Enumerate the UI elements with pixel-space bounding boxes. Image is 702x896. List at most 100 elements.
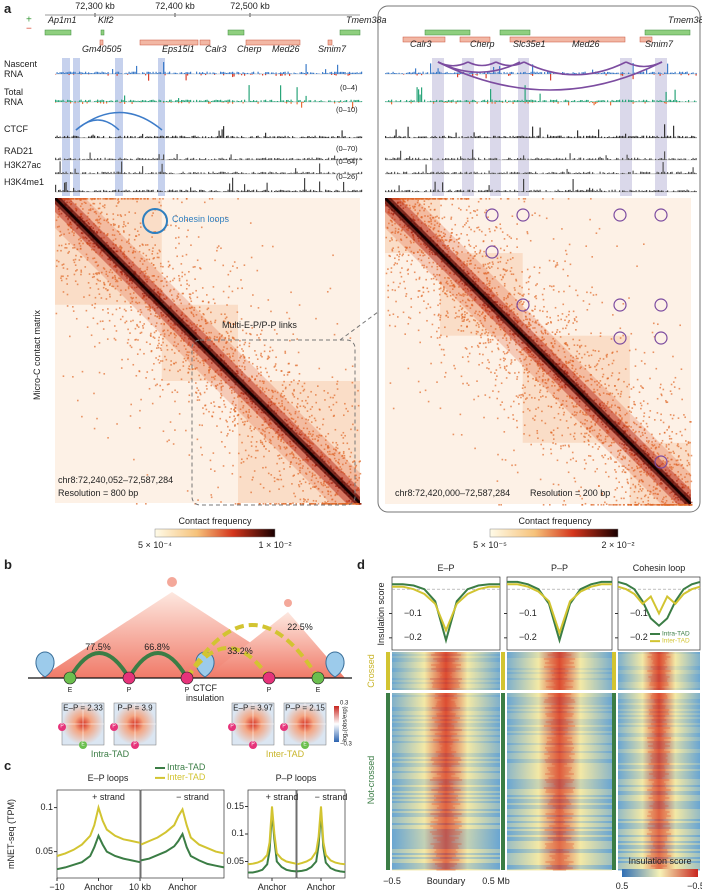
contact [230, 340, 232, 343]
track-signal [155, 71, 157, 74]
track-signal [431, 191, 433, 192]
contact [302, 459, 304, 461]
track-signal [124, 73, 126, 74]
contact [324, 439, 327, 441]
contact [284, 398, 287, 400]
track-signal [491, 158, 493, 160]
track-signal [124, 190, 126, 192]
contact [325, 502, 328, 504]
track-signal [532, 159, 534, 160]
contact [129, 198, 131, 200]
contact [303, 388, 306, 391]
track-signal [149, 72, 151, 74]
track-signal [130, 72, 132, 74]
contact [328, 458, 331, 460]
track-signal [169, 99, 171, 102]
gene [327, 39, 333, 46]
contact [175, 237, 177, 239]
track-signal [307, 191, 309, 192]
gene [509, 36, 626, 43]
contact [91, 276, 94, 279]
track-signal [310, 189, 312, 192]
contact [103, 198, 106, 200]
contact [60, 275, 63, 278]
track-signal [302, 158, 304, 160]
track-signal [410, 72, 412, 74]
track-signal [175, 135, 177, 138]
contact [345, 407, 348, 410]
track-signal [476, 74, 478, 76]
track-signal [685, 190, 687, 192]
contact [97, 288, 100, 290]
track-signal [253, 171, 255, 174]
track-signal [298, 158, 300, 160]
contact [210, 468, 212, 470]
track-signal [307, 136, 309, 138]
contact [292, 418, 295, 421]
contact [173, 323, 176, 325]
track-signal [152, 99, 154, 102]
track-signal [338, 72, 340, 74]
track-signal [649, 72, 651, 74]
contact [278, 434, 281, 436]
contact [147, 198, 149, 200]
contact [236, 267, 238, 269]
contact [252, 294, 254, 296]
track-signal [353, 189, 355, 192]
track-signal [259, 137, 261, 138]
track-signal [521, 191, 523, 192]
contact [151, 369, 154, 371]
track-signal [68, 74, 70, 76]
contact [334, 500, 337, 503]
contact [299, 459, 301, 462]
track-signal [521, 158, 523, 160]
contact [142, 325, 144, 327]
contact [352, 461, 354, 463]
contact [278, 470, 281, 473]
track-signal [569, 189, 571, 192]
contact [332, 403, 335, 406]
contact [293, 492, 295, 495]
contact [308, 440, 310, 442]
track-signal [442, 158, 444, 160]
track-signal [500, 100, 502, 102]
contact [214, 259, 216, 262]
contact [266, 426, 268, 429]
contact [85, 237, 88, 240]
contact [144, 302, 147, 304]
contact [72, 306, 74, 308]
track-signal [595, 102, 597, 104]
contact [279, 394, 282, 397]
track-signal [422, 71, 424, 74]
track-signal [442, 100, 444, 102]
track-signal [658, 72, 660, 74]
contact [167, 260, 170, 263]
track-signal [554, 190, 556, 192]
track-signal [421, 74, 423, 76]
track-signal [341, 191, 343, 192]
track-signal [401, 137, 403, 138]
contact [263, 380, 265, 383]
track-signal [352, 190, 354, 192]
contact [355, 477, 357, 480]
contact [308, 444, 310, 447]
track-signal [503, 71, 505, 74]
track-signal [251, 136, 253, 138]
contact [311, 414, 313, 417]
track-signal [89, 172, 91, 174]
track-signal [241, 100, 243, 102]
contact [79, 247, 82, 250]
track-signal [586, 189, 588, 192]
contact [336, 383, 338, 385]
contact [326, 481, 328, 484]
track-signal [89, 99, 91, 102]
track-signal [511, 171, 513, 174]
track-signal [602, 99, 604, 102]
contact [234, 417, 237, 420]
track-signal [290, 191, 292, 192]
track-signal [191, 190, 193, 192]
track-signal [437, 171, 439, 174]
contact [280, 457, 283, 459]
track-signal [568, 73, 570, 74]
contact [239, 344, 241, 347]
